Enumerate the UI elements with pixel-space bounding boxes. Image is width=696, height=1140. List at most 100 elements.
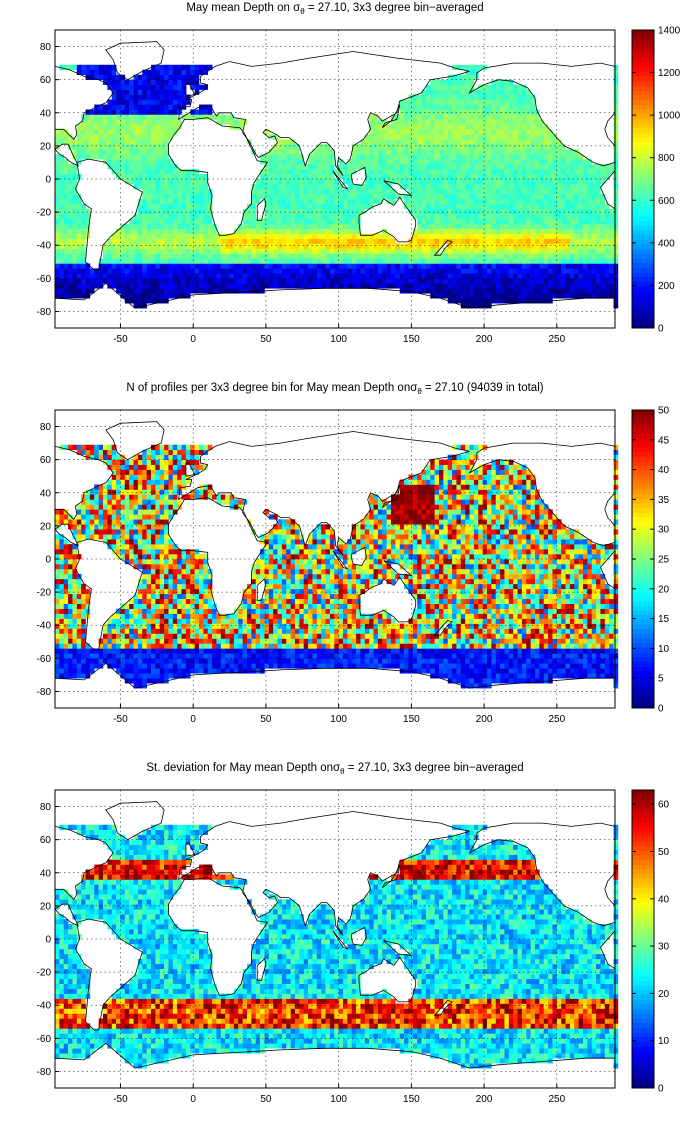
bin-cell <box>299 223 305 229</box>
bin-cell <box>116 94 121 100</box>
bin-cell <box>159 228 165 234</box>
bin-cell <box>386 278 392 284</box>
bin-cell <box>569 149 575 155</box>
bin-cell <box>286 174 291 180</box>
bin-cell <box>103 154 108 160</box>
bin-cell <box>504 139 510 145</box>
bin-cell <box>316 159 322 165</box>
bin-cell <box>207 268 213 274</box>
bin-cell <box>76 258 82 264</box>
bin-cell <box>116 544 121 550</box>
bin-cell <box>495 129 501 135</box>
bin-cell <box>460 288 466 294</box>
bin-cell <box>55 248 60 254</box>
bin-cell <box>491 213 497 220</box>
bin-cell <box>146 94 152 100</box>
bin-cell <box>343 253 348 259</box>
bin-cell <box>68 208 73 215</box>
bin-cell <box>172 228 178 234</box>
bin-cell <box>473 243 479 249</box>
bin-cell <box>303 208 309 215</box>
bin-cell <box>478 129 483 135</box>
bin-cell <box>89 134 95 140</box>
bin-cell <box>574 164 579 170</box>
bin-cell <box>199 193 204 200</box>
bin-cell <box>151 223 156 229</box>
bin-cell <box>72 183 78 190</box>
bin-cell <box>111 489 117 495</box>
bin-cell <box>347 208 353 215</box>
bin-cell <box>539 144 545 150</box>
bin-cell <box>430 283 435 289</box>
bin-cell <box>343 278 348 284</box>
bin-cell <box>316 258 322 264</box>
bin-cell <box>133 79 139 85</box>
bin-cell <box>268 248 274 254</box>
bin-cell <box>85 293 91 299</box>
bin-cell <box>408 258 414 264</box>
bin-cell <box>513 154 518 160</box>
bin-cell <box>465 303 470 309</box>
bin-cell <box>487 109 492 115</box>
bin-cell <box>281 243 287 249</box>
bin-cell <box>286 203 291 210</box>
bin-cell <box>425 104 431 110</box>
bin-cell <box>539 154 545 160</box>
bin-cell <box>63 653 69 659</box>
bin-cell <box>120 499 126 505</box>
bin-cell <box>225 233 230 239</box>
bin-cell <box>386 174 392 180</box>
bin-cell <box>168 273 174 279</box>
bin-cell <box>417 268 422 274</box>
bin-cell <box>129 554 134 560</box>
bin-cell <box>264 169 270 175</box>
bin-cell <box>478 213 483 220</box>
bin-cell <box>443 84 449 90</box>
bin-cell <box>412 228 418 234</box>
bin-cell <box>521 223 527 229</box>
bin-cell <box>124 248 130 254</box>
bin-cell <box>72 203 78 210</box>
bin-cell <box>185 268 191 274</box>
bin-cell <box>72 228 78 234</box>
bin-cell <box>482 203 488 210</box>
bin-cell <box>116 268 121 274</box>
bin-cell <box>508 188 514 195</box>
coastline <box>54 65 114 140</box>
bin-cell <box>508 198 514 205</box>
bin-cell <box>334 183 339 190</box>
bin-cell <box>286 223 291 229</box>
bin-cell <box>530 109 536 115</box>
bin-cell <box>190 64 195 71</box>
bin-cell <box>229 278 235 284</box>
bin-cell <box>159 263 165 269</box>
bin-cell <box>142 293 147 299</box>
bin-cell <box>356 278 361 284</box>
bin-cell <box>513 223 518 229</box>
bin-cell <box>561 263 566 269</box>
bin-cell <box>412 283 418 289</box>
bin-cell <box>133 273 139 279</box>
bin-cell <box>238 283 243 289</box>
bin-cell <box>286 273 291 279</box>
bin-cell <box>203 208 209 215</box>
bin-cell <box>133 114 139 120</box>
bin-cell <box>277 213 283 220</box>
bin-cell <box>164 198 169 205</box>
bin-cell <box>142 233 147 239</box>
bin-cell <box>72 593 78 600</box>
bin-cell <box>613 169 619 175</box>
bin-cell <box>452 179 457 185</box>
bin-cell <box>487 288 492 294</box>
bin-cell <box>68 568 73 575</box>
bin-cell <box>137 179 143 185</box>
bin-cell <box>395 283 401 289</box>
bin-cell <box>491 198 497 205</box>
bin-cell <box>111 504 117 510</box>
bin-cell <box>452 193 457 200</box>
bin-cell <box>425 203 431 210</box>
bin-cell <box>473 94 479 100</box>
bin-cell <box>334 258 339 264</box>
bin-cell <box>613 243 619 249</box>
bin-cell <box>412 159 418 165</box>
